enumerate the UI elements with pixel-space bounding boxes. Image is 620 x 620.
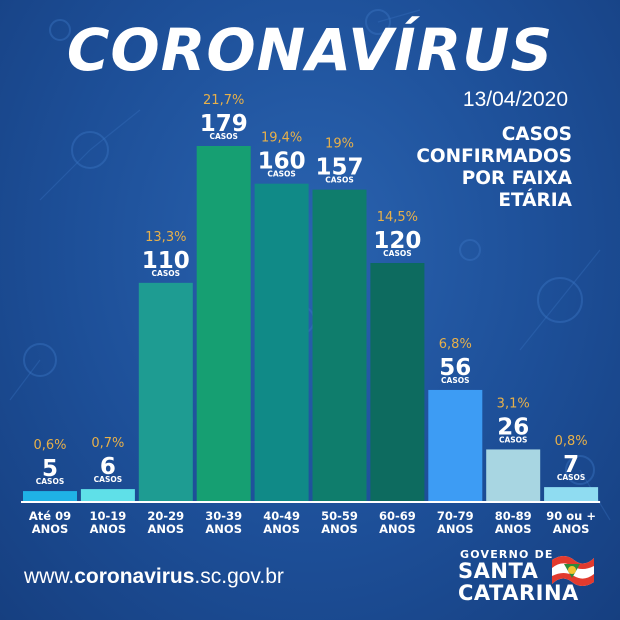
value-unit-label: CASOS	[383, 249, 412, 258]
percent-label: 3,1%	[497, 396, 530, 411]
percent-label: 14,5%	[377, 210, 418, 225]
government-logo: GOVERNO DE SANTA CATARINA	[452, 548, 602, 608]
percent-label: 0,6%	[33, 438, 66, 453]
subtitle-line: POR FAIXA	[461, 168, 572, 189]
value-label: 6	[100, 454, 116, 480]
bar	[370, 263, 425, 501]
percent-label: 0,8%	[555, 434, 588, 449]
bar	[254, 183, 309, 501]
category-tick-label: ANOS	[205, 522, 242, 536]
category-tick-label: 30-39	[205, 509, 242, 523]
bar	[138, 282, 193, 501]
value-unit-label: CASOS	[152, 269, 181, 278]
category-tick-label: 70-79	[437, 509, 474, 523]
percent-label: 21,7%	[203, 93, 244, 108]
value-unit-label: CASOS	[441, 376, 470, 385]
percent-label: 6,8%	[439, 337, 472, 352]
category-tick-label: Até 09	[29, 509, 71, 523]
report-date: 13/04/2020	[462, 88, 568, 111]
value-unit-label: CASOS	[557, 473, 586, 482]
percent-label: 13,3%	[145, 230, 186, 245]
subtitle-line: ETÁRIA	[498, 190, 572, 211]
category-tick-label: 90 ou +	[546, 509, 596, 523]
category-tick-label: ANOS	[553, 522, 590, 536]
value-label: 120	[373, 228, 421, 254]
category-tick-label: ANOS	[90, 522, 127, 536]
subtitle-line: CASOS	[501, 124, 572, 145]
page-title: CORONAVÍRUS	[66, 16, 554, 84]
chart-subtitle: CASOS CONFIRMADOS POR FAIXA ETÁRIA	[372, 124, 572, 212]
value-label: 179	[200, 111, 248, 137]
category-tick-label: 50-59	[321, 509, 358, 523]
website-prefix: www.	[24, 565, 75, 588]
website-bold: coronavirus	[74, 565, 195, 588]
bar	[428, 389, 483, 501]
website-link[interactable]: www.coronavirus.sc.gov.br	[24, 565, 284, 589]
value-unit-label: CASOS	[325, 176, 354, 185]
percent-label: 0,7%	[91, 436, 124, 451]
value-unit-label: CASOS	[267, 170, 296, 179]
percent-label: 19%	[325, 137, 354, 152]
bar	[196, 146, 251, 501]
category-tick-label: 80-89	[495, 509, 532, 523]
value-label: 157	[315, 155, 363, 181]
category-tick-label: 20-29	[147, 509, 184, 523]
category-tick-label: ANOS	[148, 522, 185, 536]
category-tick-label: 10-19	[90, 509, 127, 523]
category-tick-label: ANOS	[379, 522, 416, 536]
value-unit-label: CASOS	[94, 475, 123, 484]
category-tick-label: 40-49	[263, 509, 300, 523]
value-label: 160	[258, 149, 306, 175]
bar	[486, 449, 541, 501]
value-unit-label: CASOS	[499, 435, 528, 444]
subtitle-line: CONFIRMADOS	[416, 146, 572, 167]
bar	[80, 489, 135, 501]
bar	[23, 491, 77, 501]
category-tick-label: 60-69	[379, 509, 416, 523]
value-unit-label: CASOS	[209, 132, 238, 141]
logo-line-catarina: CATARINA	[458, 581, 579, 605]
logo-top-text: GOVERNO DE	[460, 548, 554, 561]
value-label: 5	[42, 456, 58, 482]
category-tick-label: ANOS	[321, 522, 358, 536]
value-label: 56	[439, 355, 471, 381]
category-tick-label: ANOS	[32, 522, 69, 536]
state-flag-icon	[552, 556, 594, 586]
category-tick-label: ANOS	[437, 522, 474, 536]
value-label: 110	[142, 248, 190, 274]
value-unit-label: CASOS	[36, 477, 65, 486]
percent-label: 19,4%	[261, 131, 302, 146]
category-tick-label: ANOS	[495, 522, 532, 536]
logo-line-santa: SANTA	[458, 559, 539, 583]
bar	[544, 487, 599, 501]
category-tick-label: ANOS	[263, 522, 300, 536]
value-label: 7	[563, 452, 579, 478]
bar	[312, 189, 367, 501]
value-label: 26	[497, 414, 529, 440]
website-suffix: .sc.gov.br	[194, 565, 284, 588]
